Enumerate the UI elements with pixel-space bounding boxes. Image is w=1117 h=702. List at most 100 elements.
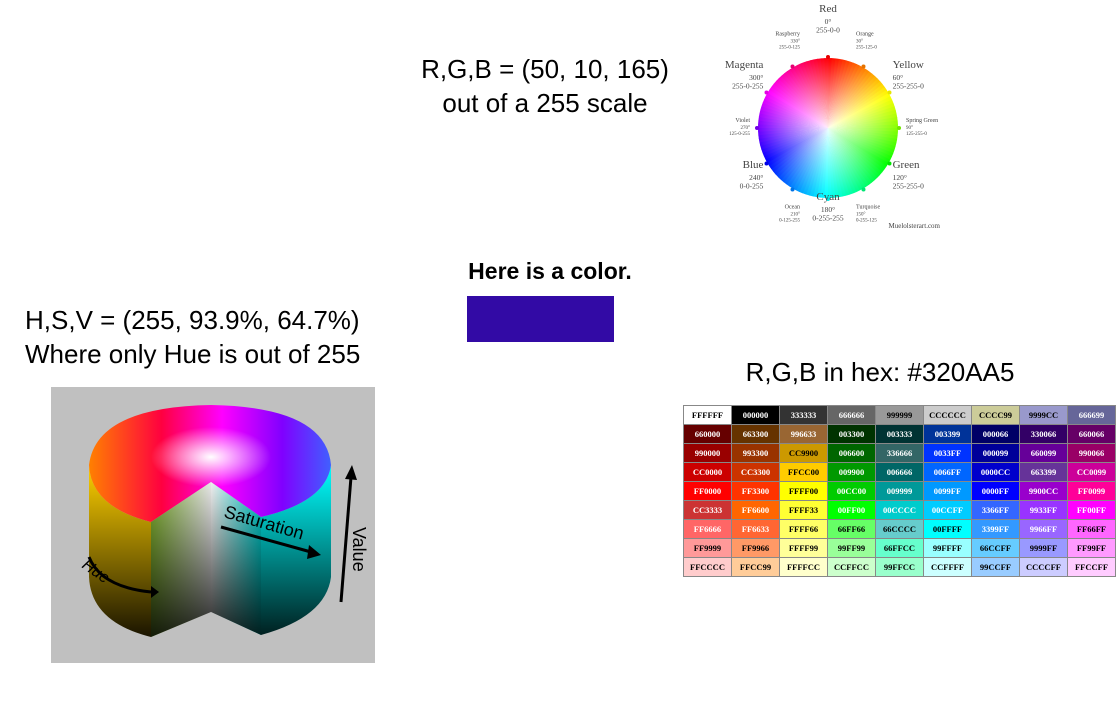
hex-table-cell: FFCCCC bbox=[683, 557, 732, 577]
wheel-label-rgb: 0-0-255 bbox=[740, 182, 764, 191]
hex-table-cell: 336666 bbox=[875, 443, 924, 463]
page-title: Here is a color. bbox=[468, 258, 632, 284]
wheel-label-name: Green bbox=[893, 159, 920, 171]
wheel-label-rgb: 255-0-0 bbox=[816, 26, 840, 35]
hsv-statement: H,S,V = (255, 93.9%, 64.7%) Where only H… bbox=[25, 303, 425, 371]
hex-table-row: FF6666 FF6633 FFFF66 66FF66 66CCCC 00FFFF 3399… bbox=[683, 519, 1116, 539]
hex-table-cell: FFFF66 bbox=[779, 519, 828, 539]
wheel-marker-dot bbox=[861, 187, 866, 192]
hex-table-cell: 99CCFF bbox=[971, 557, 1020, 577]
cylinder-top-center bbox=[151, 427, 271, 487]
hex-table-cell: FFFF99 bbox=[779, 538, 828, 558]
hex-table-cell: 9933FF bbox=[1019, 500, 1068, 520]
hex-table-cell: 9999CC bbox=[1019, 405, 1068, 425]
wheel-label-deg: 270° bbox=[741, 126, 751, 131]
hex-table-row: FFCCCC FFCC99 FFFFCC CCFFCC 99FFCC CCFFFF 99CC… bbox=[683, 557, 1116, 577]
wheel-label-rgb: 255-255-0 bbox=[893, 182, 924, 191]
hex-table-cell: 0066FF bbox=[923, 462, 972, 482]
hex-table-cell: CC9900 bbox=[779, 443, 828, 463]
hex-table-cell: FF99FF bbox=[1067, 538, 1116, 558]
hex-table-cell: 660000 bbox=[683, 424, 732, 444]
wheel-label-deg: 0° bbox=[825, 17, 832, 26]
hex-table-cell: 006666 bbox=[875, 462, 924, 482]
wheel-marker-dot bbox=[826, 55, 830, 59]
wheel-label-deg: 210° bbox=[791, 213, 801, 218]
wheel-label-rgb: 0-255-125 bbox=[856, 219, 877, 224]
wheel-label-deg: 90° bbox=[906, 126, 913, 131]
hex-table-cell: 66FF66 bbox=[827, 519, 876, 539]
wheel-marker-dot bbox=[826, 197, 830, 201]
wheel-label-name: Ocean bbox=[785, 205, 800, 211]
hex-table-cell: 3399FF bbox=[971, 519, 1020, 539]
value-arrow bbox=[339, 476, 353, 603]
wheel-label-rgb: 255-125-0 bbox=[856, 45, 877, 50]
hex-table-cell: 000099 bbox=[971, 443, 1020, 463]
wheel-label-name: Violet bbox=[735, 118, 750, 124]
wheel-label-deg: 330° bbox=[791, 39, 801, 44]
hsv-line-1: H,S,V = (255, 93.9%, 64.7%) bbox=[25, 305, 360, 335]
hue-arrow bbox=[87, 556, 152, 594]
hex-table-row: FF9999 FF9966 FFFF99 99FF99 66FFCC 99FFFF 66CC… bbox=[683, 538, 1116, 558]
hex-table-cell: 66CCCC bbox=[875, 519, 924, 539]
wheel-label-rgb: 255-0-255 bbox=[732, 82, 763, 91]
wheel-marker-dot bbox=[755, 126, 759, 130]
hex-table-cell: FF6666 bbox=[683, 519, 732, 539]
hex-table-cell: FF6600 bbox=[731, 500, 780, 520]
hex-table-cell: FF00FF bbox=[1067, 500, 1116, 520]
rgb-line-2: out of a 255 scale bbox=[442, 88, 648, 118]
cylinder-side-left bbox=[89, 465, 151, 637]
hex-table-cell: 000000 bbox=[731, 405, 780, 425]
hex-table-cell: 00CCCC bbox=[875, 500, 924, 520]
wheel-label-deg: 60° bbox=[893, 73, 904, 82]
hex-table-cell: FF9966 bbox=[731, 538, 780, 558]
hex-table-cell: FF66FF bbox=[1067, 519, 1116, 539]
hex-table-cell: 9900CC bbox=[1019, 481, 1068, 501]
hex-table-cell: FF3300 bbox=[731, 481, 780, 501]
hex-table-cell: 996633 bbox=[779, 424, 828, 444]
hex-table-cell: CCFFCC bbox=[827, 557, 876, 577]
wheel-label-rgb: 255-255-0 bbox=[893, 82, 924, 91]
hex-table-cell: 0033FF bbox=[923, 443, 972, 463]
hex-table-cell: CCCC99 bbox=[971, 405, 1020, 425]
hex-table-cell: 009999 bbox=[875, 481, 924, 501]
wheel-marker-dot bbox=[790, 187, 795, 192]
hsv-cylinder-illustration: Hue Saturation Value bbox=[51, 387, 375, 663]
hex-table-cell: 0099FF bbox=[923, 481, 972, 501]
wheel-label-rgb: 0-125-255 bbox=[779, 219, 800, 224]
hex-table-cell: 00CC00 bbox=[827, 481, 876, 501]
wheel-label-deg: 150° bbox=[856, 213, 866, 218]
wheel-marker-dot bbox=[887, 90, 892, 95]
wheel-label-rgb: 125-0-255 bbox=[729, 132, 750, 137]
wheel-label-rgb: 125-255-0 bbox=[906, 132, 927, 137]
hex-table-cell: 993300 bbox=[731, 443, 780, 463]
hex-table-cell: 663300 bbox=[731, 424, 780, 444]
hex-table-row: FF0000 FF3300 FFFF00 00CC00 009999 0099FF 0000… bbox=[683, 481, 1116, 501]
hex-table-cell: FF6633 bbox=[731, 519, 780, 539]
wheel-label-deg: 30° bbox=[856, 39, 863, 44]
rgb-line-1: R,G,B = (50, 10, 165) bbox=[421, 54, 669, 84]
wheel-label-name: Yellow bbox=[893, 59, 924, 71]
wheel-label-deg: 120° bbox=[893, 173, 907, 182]
saturation-arrow bbox=[220, 525, 312, 554]
value-label: Value bbox=[349, 527, 369, 572]
hex-table-cell: 003333 bbox=[875, 424, 924, 444]
rgb-statement: R,G,B = (50, 10, 165) out of a 255 scale bbox=[395, 52, 695, 120]
hex-table-cell: 660066 bbox=[1067, 424, 1116, 444]
hex-table-cell: 330066 bbox=[1019, 424, 1068, 444]
hex-table-cell: 009900 bbox=[827, 462, 876, 482]
hex-table-cell: 003300 bbox=[827, 424, 876, 444]
hex-table-row: CC0000 CC3300 FFCC00 009900 006666 0066FF 0000… bbox=[683, 462, 1116, 482]
hex-table-cell: 00CCFF bbox=[923, 500, 972, 520]
hex-table-cell: FF0000 bbox=[683, 481, 732, 501]
wheel-label-name: Red bbox=[819, 3, 837, 15]
wheel-label-deg: 300° bbox=[749, 73, 763, 82]
hex-table-cell: 00FF00 bbox=[827, 500, 876, 520]
color-swatch bbox=[467, 296, 614, 342]
hex-table-cell: 990066 bbox=[1067, 443, 1116, 463]
wheel-label-name: Raspberry bbox=[775, 31, 800, 37]
hex-table-cell: 99FF99 bbox=[827, 538, 876, 558]
wheel-label-name: Orange bbox=[856, 31, 874, 37]
wheel-label-rgb: 0-255-255 bbox=[812, 214, 843, 223]
hex-table-cell: 663399 bbox=[1019, 462, 1068, 482]
